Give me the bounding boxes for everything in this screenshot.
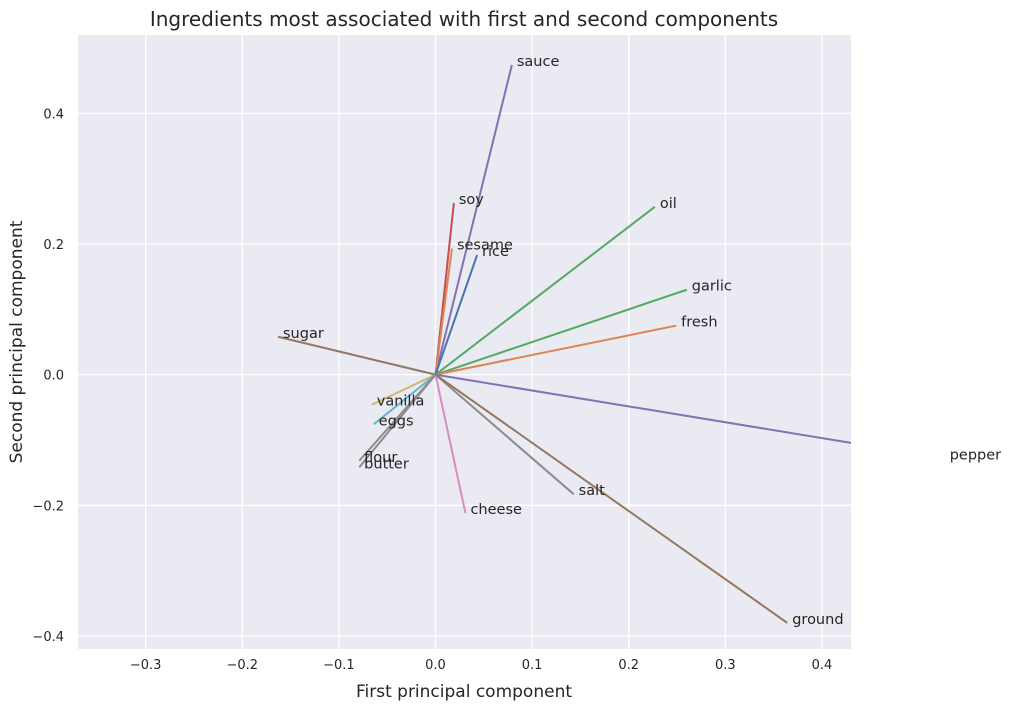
- vector-butter: [358, 374, 437, 469]
- y-axis-label: Second principal component: [7, 220, 27, 463]
- label-soy: soy: [459, 192, 484, 208]
- vector-rice: [434, 254, 479, 375]
- label-vanilla: vanilla: [377, 394, 425, 410]
- x-tick-label: 0.4: [812, 658, 833, 673]
- label-sauce: sauce: [517, 54, 560, 70]
- vector-garlic: [435, 288, 688, 376]
- y-tick-label: 0.4: [43, 107, 64, 122]
- vector-sugar: [277, 335, 436, 376]
- y-tick-label: −0.2: [32, 499, 64, 514]
- label-rice: rice: [482, 244, 509, 260]
- x-tick-labels: −0.3 −0.2 −0.1 0.0 0.1 0.2 0.3 0.4: [130, 658, 833, 673]
- label-sesame: sesame: [457, 238, 513, 254]
- vector-sauce: [434, 64, 513, 375]
- vector-vanilla: [371, 373, 436, 406]
- vector-pepper: [435, 373, 851, 444]
- x-tick-label: 0.2: [618, 658, 639, 673]
- label-garlic: garlic: [692, 279, 732, 295]
- label-sugar: sugar: [283, 326, 324, 342]
- label-flour: flour: [364, 450, 397, 466]
- y-tick-label: −0.4: [32, 630, 64, 645]
- y-tick-labels: −0.4 −0.2 0.0 0.2 0.4: [32, 107, 64, 645]
- y-tick-label: 0.2: [43, 238, 64, 253]
- x-axis-label: First principal component: [356, 682, 572, 702]
- chart-title: Ingredients most associated with first a…: [150, 7, 778, 31]
- label-fresh: fresh: [681, 315, 717, 331]
- vector-ground: [434, 373, 788, 624]
- y-tick-label: 0.0: [43, 369, 64, 384]
- x-tick-label: 0.1: [522, 658, 543, 673]
- label-oil: oil: [660, 196, 677, 212]
- label-cheese: cheese: [470, 502, 522, 518]
- vector-salt: [434, 373, 575, 495]
- label-eggs: eggs: [379, 413, 414, 429]
- plot-area: [78, 35, 851, 649]
- label-salt: salt: [579, 483, 605, 499]
- label-butter: butter: [364, 456, 409, 472]
- label-pepper: pepper: [950, 447, 1001, 463]
- vector-fresh: [435, 324, 677, 376]
- x-tick-label: 0.3: [715, 658, 736, 673]
- label-ground: ground: [792, 612, 843, 628]
- vector-eggs: [373, 373, 437, 426]
- vector-oil: [434, 205, 656, 376]
- x-tick-label: −0.2: [226, 658, 258, 673]
- x-tick-label: −0.3: [130, 658, 162, 673]
- vector-cheese: [434, 374, 467, 514]
- x-tick-label: 0.0: [425, 658, 446, 673]
- x-tick-label: −0.1: [323, 658, 355, 673]
- loading-vectors: [277, 64, 851, 624]
- vector-sesame: [434, 248, 453, 375]
